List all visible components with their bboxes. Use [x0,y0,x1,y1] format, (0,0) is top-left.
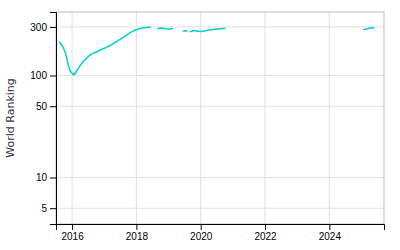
chart-container: 2016 2018 2020 2022 2024 5 10 50 100 300 World Ran… [0,0,400,250]
y-tick: 300 [30,22,56,33]
y-grid-line [56,75,384,76]
x-tick: 2020 [190,224,213,242]
x-tick-mark [201,224,202,230]
y-grid-line [56,26,384,27]
y-tick-mark [50,178,56,179]
data-line [59,27,374,75]
x-grid-line [329,12,330,224]
x-tick-mark [329,224,330,230]
y-tick-label: 5 [41,203,47,214]
y-tick: 10 [36,172,56,183]
y-tick-mark [50,27,56,28]
x-tick: 2018 [126,224,149,242]
y-axis-line [50,13,57,225]
x-axis-line [57,225,385,231]
y-tick-label: 50 [36,101,48,112]
x-tick-label: 2020 [190,231,213,242]
y-tick-label: 100 [30,70,47,81]
y-grid-line [56,208,384,209]
x-tick-mark [72,224,73,230]
y-grid-line [56,106,384,107]
x-grid-line [265,12,266,224]
plot: 2016 2018 2020 2022 2024 5 10 50 100 300 [30,12,384,242]
x-axis: 2016 2018 2020 2022 2024 [57,224,385,242]
x-tick: 2022 [254,224,277,242]
y-tick-label: 300 [30,22,47,33]
y-tick-mark [50,76,56,77]
x-tick-label: 2024 [319,231,342,242]
y-tick-label: 10 [36,172,48,183]
x-tick-label: 2018 [126,231,149,242]
y-tick: 100 [30,70,56,81]
y-grid-line [56,177,384,178]
y-tick-mark [50,208,56,209]
x-grid-line [72,12,73,224]
grid [56,12,384,224]
y-axis: 5 10 50 100 300 [30,13,56,225]
y-tick: 5 [41,203,56,214]
x-tick-label: 2016 [61,231,84,242]
x-tick: 2016 [61,224,84,242]
y-tick-mark [50,106,56,107]
y-axis-title: World Ranking [4,78,17,158]
x-tick-mark [265,224,266,230]
x-tick: 2024 [319,224,342,242]
y-tick: 50 [36,101,56,112]
x-grid-line [136,12,137,224]
x-grid-line [200,12,201,224]
series-group [59,27,374,75]
x-tick-label: 2022 [254,231,277,242]
chart-svg: 2016 2018 2020 2022 2024 5 10 50 100 300 World Ran… [0,0,400,250]
plot-frame [56,12,384,224]
x-tick-mark [136,224,137,230]
